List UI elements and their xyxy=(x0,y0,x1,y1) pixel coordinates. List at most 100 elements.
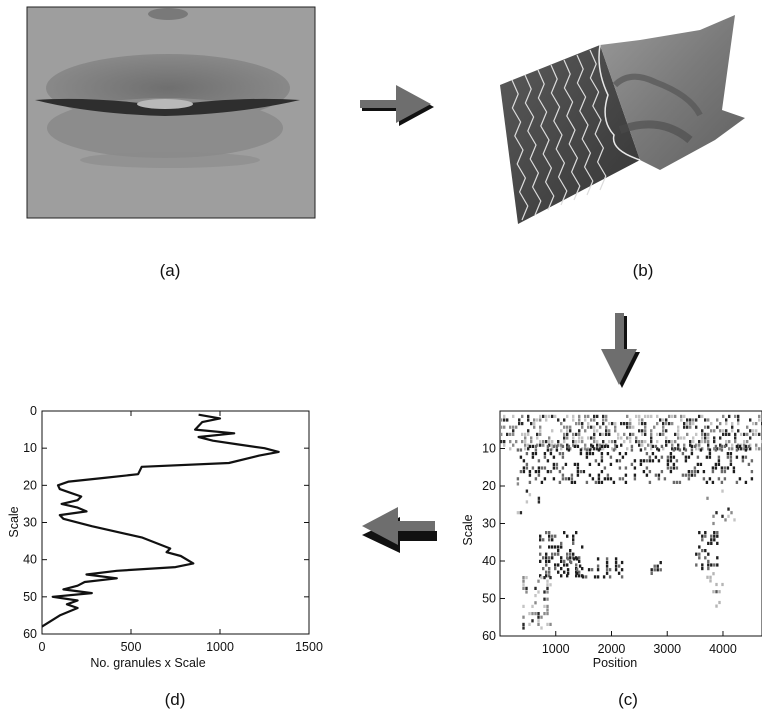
heatmap-cell xyxy=(672,466,676,470)
heatmap-cell xyxy=(730,511,733,515)
heatmap-cell xyxy=(539,534,542,538)
line-series-granules xyxy=(41,413,280,628)
heatmap-cell xyxy=(557,443,560,447)
heatmap-cell xyxy=(543,612,546,616)
heatmap-cell xyxy=(539,425,542,429)
heatmap-cell xyxy=(729,462,733,466)
heatmap-cell xyxy=(743,432,746,436)
heatmap-cell xyxy=(706,496,709,500)
heatmap-cell xyxy=(588,462,592,466)
heatmap-cell xyxy=(720,466,724,470)
heatmap-cell xyxy=(687,477,691,481)
heatmap-cell xyxy=(525,576,528,580)
heatmap-cell xyxy=(734,436,737,440)
heatmap-cell xyxy=(623,432,626,436)
heatmap-cell xyxy=(714,466,718,470)
heatmap-cell xyxy=(605,564,609,568)
heatmap-cell xyxy=(704,418,707,422)
heatmap-cell xyxy=(549,448,553,452)
heatmap-cell xyxy=(704,436,707,440)
heatmap-cell xyxy=(605,557,609,561)
heatmap-cell xyxy=(554,534,557,538)
heatmap-cell xyxy=(711,466,715,470)
heatmap-cell xyxy=(537,615,540,619)
heatmap-cell xyxy=(539,440,542,444)
heatmap-cell xyxy=(546,597,549,601)
heatmap-cell xyxy=(543,466,547,470)
heatmap-cell xyxy=(690,473,694,477)
scan-lines xyxy=(511,49,607,221)
heatmap-cell xyxy=(716,534,719,538)
heatmap-cell xyxy=(569,552,572,556)
heatmap-cell xyxy=(563,570,566,574)
heatmap-cell xyxy=(518,422,521,426)
heatmap-cell xyxy=(750,470,754,474)
heatmap-cell xyxy=(662,432,665,436)
heatmap-cell xyxy=(645,473,649,477)
heatmap-cell xyxy=(630,448,634,452)
heatmap-cell xyxy=(743,447,746,451)
heatmap-cell xyxy=(596,564,600,568)
heatmap-cell xyxy=(641,418,644,422)
heatmap-cell xyxy=(548,570,551,574)
heatmap-cell xyxy=(557,545,560,549)
line-y-tick-label: 0 xyxy=(30,404,37,418)
teeth xyxy=(137,99,193,109)
heatmap-cell xyxy=(744,455,748,459)
heatmap-cell xyxy=(588,448,592,452)
panel-a-mouth-image xyxy=(26,6,316,219)
heatmap-cell xyxy=(578,422,581,426)
heatmap-cell xyxy=(557,552,560,556)
heatmap-cell xyxy=(566,574,569,578)
heatmap-cell xyxy=(560,447,563,451)
heatmap-cell xyxy=(708,452,712,456)
heatmap-cell xyxy=(749,429,752,433)
heatmap-cell xyxy=(713,531,716,535)
heatmap-cell xyxy=(749,447,752,451)
arrow-left-shadow xyxy=(362,517,437,553)
heatmap-cell xyxy=(683,422,686,426)
heatmap-cell xyxy=(530,440,533,444)
heatmap-cell xyxy=(552,444,556,448)
surface-valley xyxy=(618,120,693,144)
heatmap-cell xyxy=(695,563,698,567)
heatmap-cell xyxy=(675,459,679,463)
scan-line xyxy=(537,69,555,211)
heatmap-cell xyxy=(644,440,647,444)
heatmap-cell xyxy=(701,440,704,444)
heatmap-cell xyxy=(666,455,670,459)
heatmap-cell xyxy=(590,425,593,429)
heatmap-cell xyxy=(758,418,761,422)
heatmap-cell xyxy=(554,545,557,549)
heatmap-cell xyxy=(713,429,716,433)
heatmap-cell xyxy=(721,489,724,493)
heatmap-cell xyxy=(543,604,546,608)
heatmap-cell xyxy=(525,586,528,590)
line-chart-plot-area xyxy=(41,410,310,635)
heatmap-cell xyxy=(735,444,739,448)
heatmap-cell xyxy=(522,466,526,470)
heatmap-cell xyxy=(587,425,590,429)
heatmap-cell xyxy=(528,622,531,626)
heatmap-cell xyxy=(585,480,589,484)
heatmap-cell xyxy=(741,455,745,459)
heatmap-cell xyxy=(515,440,518,444)
heatmap-cell xyxy=(684,455,688,459)
heatmap-cell xyxy=(706,575,709,579)
heatmap-cell xyxy=(728,447,731,451)
heatmap-cell xyxy=(698,414,701,418)
heatmap-cell xyxy=(699,448,703,452)
heatmap-cell xyxy=(575,563,578,567)
heatmap-cell xyxy=(681,473,685,477)
heatmap-cell xyxy=(585,448,589,452)
heatmap-cell xyxy=(528,473,532,477)
heatmap-cell xyxy=(576,473,580,477)
heatmap-cell xyxy=(671,414,674,418)
heatmap-cell xyxy=(729,452,733,456)
heatmap-cell xyxy=(569,429,572,433)
heatmap-y-tick-label: 40 xyxy=(482,554,496,568)
heatmap-cell xyxy=(563,425,566,429)
heatmap-cell xyxy=(551,429,554,433)
heatmap-cell xyxy=(678,448,682,452)
heatmap-cell xyxy=(566,568,570,572)
